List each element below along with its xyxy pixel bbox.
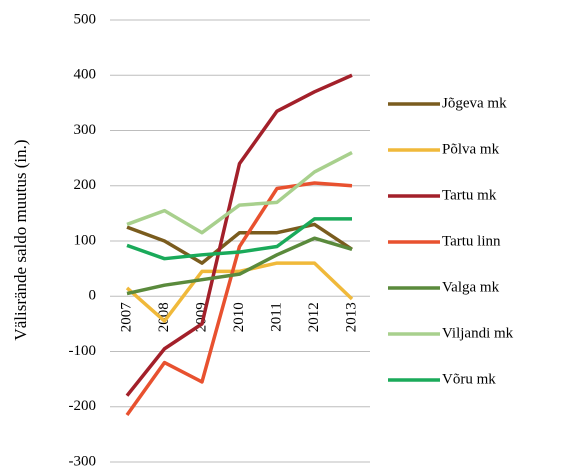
x-tick-label: 2013	[343, 302, 359, 332]
y-tick-label: -300	[69, 453, 97, 469]
x-tick-label: 2008	[156, 302, 172, 332]
y-axis-label: Välisrände saldo muutus (in.)	[11, 139, 30, 340]
x-tick-label: 2012	[306, 302, 322, 332]
legend-label: Põlva mk	[442, 141, 500, 157]
legend-label: Võru mk	[442, 371, 496, 387]
legend-label: Valga mk	[442, 279, 500, 295]
series-line	[126, 236, 353, 296]
legend-label: Viljandi mk	[442, 325, 514, 341]
series-line	[125, 73, 353, 397]
y-tick-label: -100	[69, 343, 97, 359]
legend-label: Tartu linn	[442, 233, 501, 249]
y-tick-label: 500	[74, 11, 97, 27]
series-line	[125, 181, 353, 417]
legend-label: Jõgeva mk	[442, 95, 507, 111]
y-tick-label: -200	[69, 398, 97, 414]
series-line	[125, 261, 354, 323]
y-tick-label: 100	[74, 232, 97, 248]
series-line	[126, 222, 353, 265]
x-tick-label: 2011	[268, 302, 284, 331]
x-tick-label: 2007	[118, 302, 134, 333]
series-line	[126, 151, 353, 235]
series-line	[126, 217, 352, 261]
y-tick-label: 300	[74, 122, 97, 138]
x-tick-label: 2010	[231, 302, 247, 332]
legend-label: Tartu mk	[442, 187, 497, 203]
y-tick-label: 0	[89, 288, 97, 304]
y-tick-label: 400	[74, 67, 97, 83]
y-tick-label: 200	[74, 177, 97, 193]
